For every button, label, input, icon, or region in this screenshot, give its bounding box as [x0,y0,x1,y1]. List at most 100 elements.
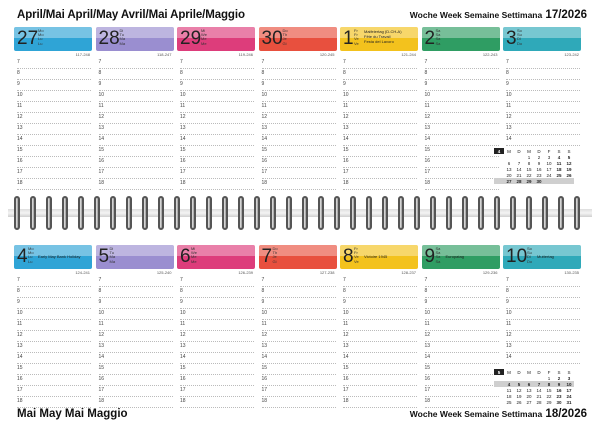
hour-slot[interactable]: 13 [98,125,173,135]
hour-slot[interactable]: 15 [343,147,417,157]
hour-slot[interactable]: 15 [17,147,91,157]
hour-slot[interactable]: 18 [424,398,499,408]
hour-slot[interactable]: 10 [424,92,499,102]
hour-slot[interactable]: 7 [180,277,254,287]
hour-slot[interactable]: 13 [343,343,417,353]
hour-slot[interactable]: 14 [17,136,91,146]
hour-slot[interactable]: 15 [424,365,499,375]
hour-slot[interactable]: 14 [98,136,173,146]
hour-slot[interactable]: 10 [261,310,336,320]
hour-slot[interactable]: 18 [424,180,499,190]
hour-slot[interactable]: 10 [98,310,173,320]
hour-slot[interactable]: 15 [180,147,254,157]
hour-slot[interactable]: 9 [424,81,499,91]
hour-slot[interactable]: 15 [261,365,336,375]
hour-slot[interactable]: 9 [180,299,254,309]
hour-slot[interactable]: 10 [180,92,254,102]
hour-slot[interactable]: 7 [506,59,580,69]
hour-slot[interactable]: 7 [17,59,91,69]
hour-slot[interactable]: 12 [180,332,254,342]
hour-slot[interactable]: 13 [424,125,499,135]
hour-slot[interactable]: 10 [343,92,417,102]
hour-slot[interactable]: 8 [98,288,173,298]
hour-slot[interactable]: 11 [424,103,499,113]
hour-slot[interactable]: 15 [424,147,499,157]
hour-slot[interactable]: 13 [180,125,254,135]
hour-slot[interactable]: 11 [98,321,173,331]
hour-slot[interactable]: 8 [17,288,91,298]
hour-slot[interactable]: 16 [424,376,499,386]
hour-slot[interactable]: 7 [506,277,580,287]
hour-slot[interactable]: 16 [343,376,417,386]
hour-slot[interactable]: 7 [180,59,254,69]
hour-slot[interactable]: 13 [424,343,499,353]
hour-slot[interactable]: 15 [98,365,173,375]
hour-slot[interactable]: 12 [506,114,580,124]
hour-slot[interactable]: 11 [261,103,336,113]
hour-slot[interactable]: 15 [180,365,254,375]
hour-slot[interactable]: 18 [98,180,173,190]
hour-slot[interactable]: 17 [424,387,499,397]
hour-slot[interactable]: 9 [98,81,173,91]
hour-slot[interactable]: 12 [98,114,173,124]
hour-slot[interactable]: 8 [424,288,499,298]
hour-slot[interactable]: 10 [506,92,580,102]
hour-slot[interactable]: 18 [343,398,417,408]
hour-slot[interactable]: 15 [17,365,91,375]
hour-slot[interactable]: 8 [180,288,254,298]
hour-slot[interactable]: 7 [424,59,499,69]
hour-slot[interactable]: 14 [506,354,580,364]
hour-slot[interactable]: 9 [506,81,580,91]
hour-slot[interactable]: 11 [180,321,254,331]
hour-slot[interactable]: 12 [424,332,499,342]
hour-slot[interactable]: 8 [506,70,580,80]
hour-slot[interactable]: 14 [261,354,336,364]
hour-slot[interactable]: 17 [261,169,336,179]
hour-slot[interactable]: 16 [98,158,173,168]
hour-slot[interactable]: 13 [343,125,417,135]
hour-slot[interactable]: 9 [343,299,417,309]
hour-slot[interactable]: 14 [424,136,499,146]
hour-slot[interactable]: 12 [424,114,499,124]
hour-slot[interactable]: 9 [343,81,417,91]
hour-slot[interactable]: 8 [261,288,336,298]
hour-slot[interactable]: 13 [180,343,254,353]
hour-slot[interactable]: 11 [180,103,254,113]
hour-slot[interactable]: 8 [17,70,91,80]
hour-slot[interactable]: 8 [343,70,417,80]
hour-slot[interactable]: 13 [506,343,580,353]
hour-slot[interactable]: 10 [98,92,173,102]
hour-slot[interactable]: 10 [17,92,91,102]
hour-slot[interactable]: 7 [17,277,91,287]
hour-slot[interactable]: 9 [17,81,91,91]
hour-slot[interactable]: 16 [424,158,499,168]
hour-slot[interactable]: 18 [261,398,336,408]
hour-slot[interactable]: 14 [180,136,254,146]
hour-slot[interactable]: 12 [506,332,580,342]
hour-slot[interactable]: 7 [98,277,173,287]
hour-slot[interactable]: 14 [180,354,254,364]
hour-slot[interactable]: 16 [98,376,173,386]
hour-slot[interactable]: 16 [343,158,417,168]
hour-slot[interactable]: 16 [180,376,254,386]
hour-slot[interactable]: 16 [261,376,336,386]
hour-slot[interactable]: 12 [343,332,417,342]
hour-slot[interactable]: 13 [17,125,91,135]
hour-slot[interactable]: 7 [261,277,336,287]
hour-slot[interactable]: 10 [343,310,417,320]
hour-slot[interactable]: 13 [506,125,580,135]
hour-slot[interactable]: 11 [506,321,580,331]
hour-slot[interactable]: 9 [506,299,580,309]
hour-slot[interactable]: 8 [424,70,499,80]
hour-slot[interactable]: 7 [261,59,336,69]
hour-slot[interactable]: 8 [506,288,580,298]
hour-slot[interactable]: 14 [506,136,580,146]
hour-slot[interactable]: 10 [261,92,336,102]
hour-slot[interactable]: 14 [261,136,336,146]
hour-slot[interactable]: 9 [17,299,91,309]
hour-slot[interactable]: 17 [98,169,173,179]
hour-slot[interactable]: 17 [17,387,91,397]
hour-slot[interactable]: 14 [424,354,499,364]
hour-slot[interactable]: 13 [261,125,336,135]
hour-slot[interactable]: 17 [17,169,91,179]
